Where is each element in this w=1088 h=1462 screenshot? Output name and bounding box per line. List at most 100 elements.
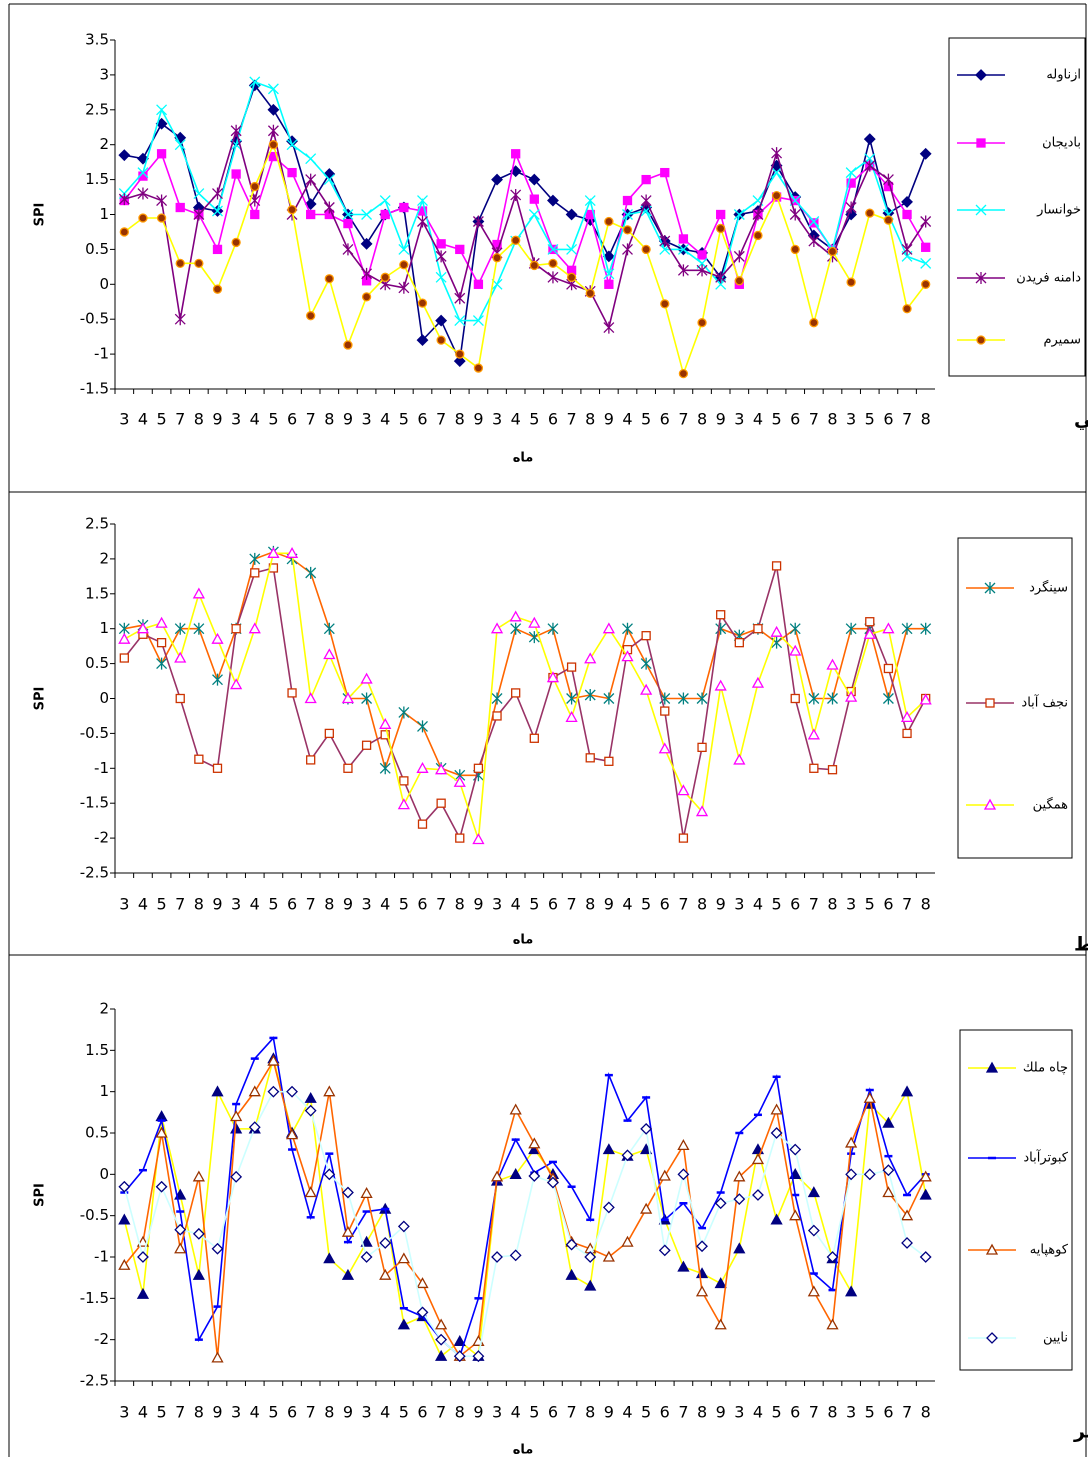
x-tick-label: 6 xyxy=(287,410,297,429)
data-point xyxy=(716,209,726,220)
data-point xyxy=(640,1122,653,1135)
data-point xyxy=(808,692,820,705)
data-point xyxy=(901,1237,913,1249)
legend-box xyxy=(959,1029,1073,1371)
data-point xyxy=(603,268,615,280)
data-point xyxy=(230,124,242,137)
data-point xyxy=(696,1240,708,1253)
data-point xyxy=(472,315,484,327)
data-point xyxy=(677,692,689,705)
data-point xyxy=(902,728,912,739)
data-point xyxy=(807,1285,820,1297)
data-point xyxy=(901,622,913,635)
data-point xyxy=(865,617,875,627)
data-point xyxy=(360,672,373,684)
x-tick-label: 4 xyxy=(753,1403,763,1422)
legend-marker xyxy=(975,204,987,216)
data-point xyxy=(268,140,279,150)
x-tick-label: 4 xyxy=(138,410,148,429)
data-point xyxy=(416,1277,429,1289)
data-point xyxy=(416,334,429,347)
data-point xyxy=(453,1350,466,1363)
x-tick-label: 8 xyxy=(585,1403,595,1422)
x-tick-label: 6 xyxy=(883,410,893,429)
data-point xyxy=(733,1193,746,1206)
data-point xyxy=(306,755,316,765)
x-tick-label: 9 xyxy=(716,1403,726,1422)
data-point xyxy=(249,552,261,565)
data-point xyxy=(546,671,560,683)
panel-title: مراتع غني xyxy=(1074,409,1088,431)
legend-marker xyxy=(984,582,996,594)
legend-marker xyxy=(985,698,995,708)
data-point xyxy=(622,225,633,235)
data-point xyxy=(547,194,559,207)
data-point xyxy=(511,235,521,245)
x-tick-label: 4 xyxy=(511,1403,521,1422)
data-point xyxy=(845,1168,858,1181)
data-point xyxy=(678,234,689,244)
x-tick-label: 8 xyxy=(827,895,837,914)
data-point xyxy=(585,288,595,299)
data-point xyxy=(807,728,820,740)
data-point xyxy=(379,195,391,206)
x-tick-label: 6 xyxy=(287,895,297,914)
x-tick-label: 6 xyxy=(883,1403,893,1422)
x-tick-label: 8 xyxy=(324,410,334,429)
data-point xyxy=(863,1168,876,1181)
data-point xyxy=(212,205,223,217)
x-tick-label: 7 xyxy=(436,1403,446,1422)
data-point xyxy=(343,763,353,773)
x-tick-label: 7 xyxy=(436,895,446,914)
data-point xyxy=(529,194,539,204)
data-point xyxy=(194,754,204,764)
data-point xyxy=(399,776,409,786)
legend-marker xyxy=(976,335,986,345)
data-point xyxy=(248,1085,261,1097)
data-point xyxy=(454,315,466,327)
x-tick-label: 8 xyxy=(455,895,465,914)
x-tick-label: 5 xyxy=(771,410,781,429)
x-tick-label: 8 xyxy=(324,895,334,914)
data-point xyxy=(455,833,465,843)
data-point xyxy=(304,198,317,210)
data-point xyxy=(882,173,894,186)
data-point xyxy=(342,209,354,220)
x-axis-title: ماه xyxy=(513,1443,534,1458)
data-point xyxy=(194,258,204,269)
x-tick-label: 7 xyxy=(678,410,688,429)
x-tick-label: 7 xyxy=(306,1403,316,1422)
data-point xyxy=(658,1244,671,1257)
y-tick-label: -1.5 xyxy=(80,794,109,812)
y-tick-label: 2.5 xyxy=(85,515,109,533)
y-tick-label: -0.5 xyxy=(80,310,109,328)
data-point xyxy=(435,314,448,327)
x-tick-label: 4 xyxy=(138,1403,148,1422)
x-tick-label: 5 xyxy=(268,895,278,914)
panel-title: مراتع متوسط xyxy=(1074,934,1088,956)
x-tick-label: 7 xyxy=(809,1403,819,1422)
data-point xyxy=(267,546,280,558)
data-point xyxy=(267,103,280,116)
data-point xyxy=(845,1136,858,1148)
data-point xyxy=(436,798,446,808)
data-point xyxy=(343,218,353,229)
data-point xyxy=(453,1334,466,1346)
legend-box xyxy=(948,37,1086,377)
data-point xyxy=(771,167,783,179)
data-point xyxy=(323,174,335,186)
data-point xyxy=(341,1268,355,1280)
data-point xyxy=(528,209,540,220)
x-tick-label: 3 xyxy=(734,410,744,429)
data-point xyxy=(865,208,875,218)
data-point xyxy=(826,1318,839,1330)
x-tick-label: 9 xyxy=(212,1403,222,1422)
data-point xyxy=(341,692,355,704)
data-point xyxy=(119,227,129,237)
data-point xyxy=(660,706,670,716)
data-point xyxy=(472,1350,485,1363)
data-point xyxy=(360,1235,373,1247)
x-tick-label: 6 xyxy=(287,1403,297,1422)
x-tick-label: 8 xyxy=(585,410,595,429)
data-point xyxy=(436,335,446,345)
